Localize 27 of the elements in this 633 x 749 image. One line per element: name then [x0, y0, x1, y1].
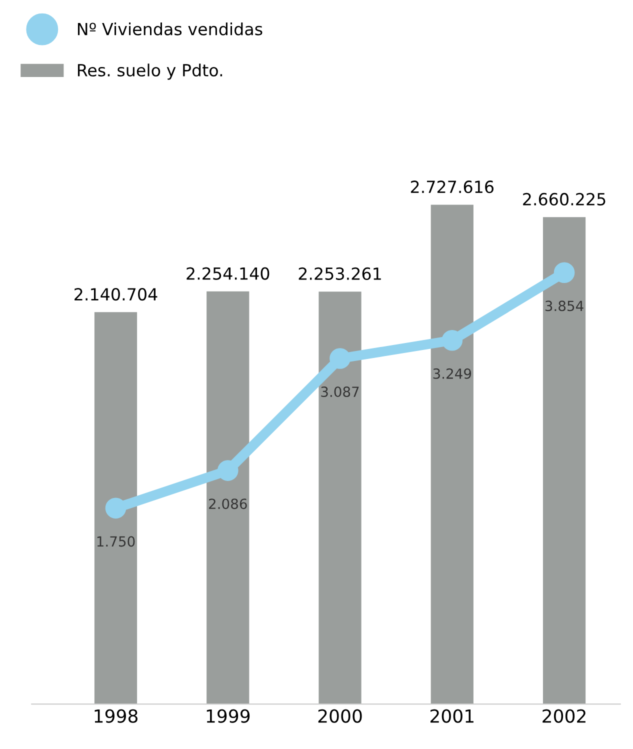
x-tick-label: 1998: [94, 709, 138, 723]
point: [105, 498, 126, 519]
point: [442, 330, 463, 351]
bar: [94, 312, 138, 704]
legend-label: Nº Viviendas vendidas: [78, 22, 262, 36]
point: [330, 348, 350, 369]
data-label: 2.140.704: [74, 288, 158, 301]
data-label: 2.660.225: [523, 192, 606, 206]
bar: [542, 217, 586, 704]
x-tick-label: 2002: [542, 709, 586, 723]
data-label: 2.254.140: [186, 267, 270, 280]
point: [554, 262, 575, 284]
x-tick-label: 2001: [430, 709, 474, 723]
data-label: 2.253.261: [298, 267, 381, 280]
data-label: 2.086: [209, 498, 247, 510]
x-tick-label: 2000: [318, 709, 362, 723]
data-label: 3.854: [545, 300, 584, 312]
data-label: 3.249: [433, 368, 472, 379]
x-tick-label: 1999: [206, 709, 250, 723]
bar: [430, 204, 474, 704]
bar: [206, 291, 250, 704]
data-label: 2.727.616: [410, 180, 494, 194]
data-label: 3.087: [321, 386, 359, 398]
data-label: 1.750: [97, 536, 135, 547]
legend-label: Res. suelo y Pdto.: [78, 64, 222, 80]
point: [217, 460, 238, 481]
bar: [318, 292, 362, 704]
